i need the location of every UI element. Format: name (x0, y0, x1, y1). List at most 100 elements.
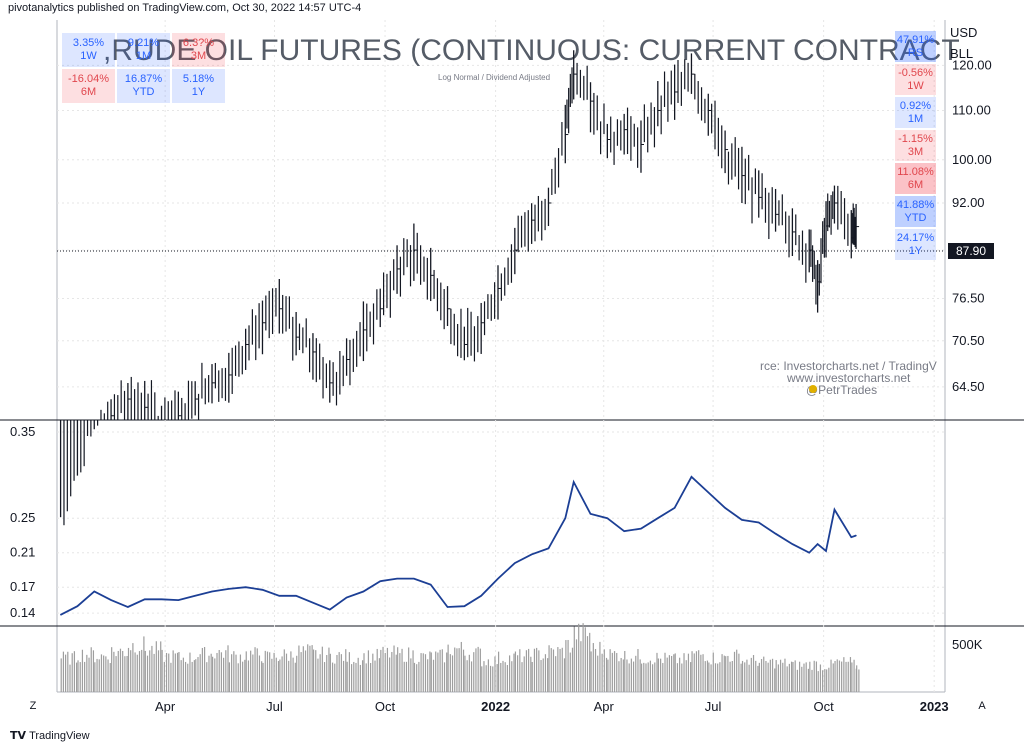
volume-bar (607, 659, 609, 692)
price-bar (606, 123, 611, 159)
volume-bar (592, 643, 594, 692)
volume-bar (782, 662, 784, 692)
ratio-point (808, 552, 810, 554)
volume-bar (803, 663, 805, 692)
price-bar (564, 104, 569, 164)
rs-badge-1m: 0.92% 1M (895, 97, 936, 128)
ratio-point (127, 606, 129, 608)
volume-bar (441, 649, 443, 692)
tv-brand-text: TradingView (29, 730, 90, 742)
volume-bar (378, 658, 381, 692)
volume-bar (571, 647, 574, 692)
volume-bar (399, 653, 401, 692)
unit-label: BLL (950, 46, 974, 61)
volume-bar (342, 660, 345, 692)
volume-bar (858, 669, 860, 692)
volume-bar (201, 647, 203, 692)
volume-bar (323, 662, 326, 692)
volume-bar (256, 648, 258, 692)
volume-bar (462, 649, 465, 692)
volume-bar (122, 650, 124, 692)
price-bar (430, 247, 434, 302)
volume-bar (144, 650, 146, 692)
price-bar (547, 187, 552, 227)
perf-value: 11.08% (897, 166, 934, 178)
volume-bar (531, 661, 533, 692)
volume-bar (138, 651, 141, 692)
volume-bar (727, 655, 729, 692)
volume-bar (479, 648, 481, 692)
price-bar (413, 223, 417, 281)
price-bar (673, 64, 678, 120)
source-line-1: rce: Investorcharts.net / TradingV (760, 359, 937, 373)
volume-bar (264, 650, 266, 692)
emoji-icon (809, 385, 817, 393)
volume-bar (134, 652, 136, 692)
ratio-point (741, 519, 743, 521)
volume-bar (77, 660, 79, 692)
ratio-point (295, 595, 297, 597)
volume-bar (443, 662, 446, 692)
ratio-point (657, 517, 659, 519)
price-bar (261, 300, 266, 355)
volume-bar (693, 653, 695, 692)
ratio-point (312, 602, 314, 604)
ratio-point (177, 599, 179, 601)
volume-bar (729, 661, 731, 692)
volume-series (60, 623, 860, 692)
chart-grid (57, 20, 945, 692)
volume-bar (92, 650, 95, 692)
perf-period: 3M (907, 146, 924, 158)
rs-badge-6m: 11.08% 6M (895, 163, 936, 194)
zoom-button[interactable]: Z (29, 700, 37, 712)
price-bar (573, 50, 577, 100)
volume-bar (454, 647, 456, 692)
volume-bar (363, 653, 365, 692)
tv-logo-icon: 𝗧𝗩 (10, 730, 30, 742)
ratio-point (446, 606, 449, 608)
volume-bar (416, 664, 418, 692)
price-bar (463, 326, 468, 361)
perf-value: 9.21% (127, 37, 160, 49)
volume-bar (843, 657, 845, 692)
volume-bar (161, 649, 163, 692)
volume-bar (748, 664, 750, 692)
volume-bar (208, 655, 210, 692)
volume-bar (357, 657, 359, 692)
volume-bar (86, 654, 88, 692)
volume-bar (717, 663, 719, 692)
volume-bar (73, 651, 76, 692)
volume-bar (639, 659, 641, 692)
volume-bar (817, 671, 819, 692)
volume-bar (500, 662, 502, 692)
volume-bar (115, 656, 117, 692)
volume-bar (809, 661, 811, 692)
volume-bar (345, 649, 347, 692)
volume-bar (197, 657, 199, 692)
perf-value: 24.17% (896, 232, 935, 244)
volume-bar (506, 665, 508, 692)
price-bar (640, 120, 644, 173)
perf-value: 3.35% (72, 37, 105, 49)
volume-bar (624, 650, 626, 692)
volume-bar (88, 657, 90, 692)
volume-bar (328, 647, 330, 692)
price-bar (690, 53, 695, 94)
volume-bar (237, 663, 239, 692)
ratio-point (345, 596, 348, 599)
volume-bar (731, 660, 733, 692)
volume-bar (210, 653, 212, 692)
volume-bar (758, 662, 760, 692)
ratio-point (228, 588, 230, 590)
ratio-point (791, 543, 793, 545)
volume-bar (671, 655, 673, 692)
auto-scale-button[interactable]: A (978, 700, 986, 712)
price-bar (362, 301, 367, 362)
price-bar (446, 286, 451, 327)
price-bar (59, 419, 64, 518)
price-bar (379, 288, 384, 328)
ratio-point (261, 589, 264, 591)
volume-bar (609, 649, 611, 692)
price-bar (589, 82, 594, 133)
volume-bar (845, 661, 847, 692)
